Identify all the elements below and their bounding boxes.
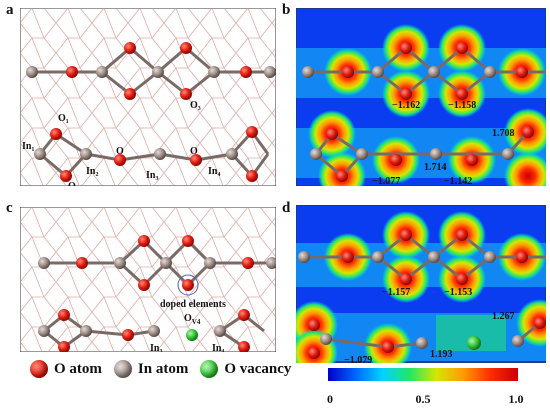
- colorbar: [328, 368, 518, 381]
- in-atom-swatch: [113, 360, 132, 378]
- panel-letter-d: d: [282, 200, 291, 216]
- legend-o-atom: O atom: [30, 360, 102, 378]
- colorbar-tick-mid: 0.5: [415, 392, 431, 406]
- label-doped-elements: doped elements: [160, 299, 226, 310]
- label-o2: O₂: [68, 181, 79, 186]
- label-in3: In₃: [146, 170, 158, 181]
- panel-letter-b: b: [282, 2, 291, 18]
- label-in2: In₂: [86, 166, 98, 177]
- charge-d-4: 1.193: [430, 349, 453, 360]
- legend-o-atom-label: O atom: [54, 360, 102, 377]
- label-c-in3: In₃: [150, 343, 162, 352]
- legend-in-atom-label: In atom: [137, 360, 189, 377]
- colorbar-tick-min: 0: [327, 392, 333, 406]
- panel-d-density: −1.157 −1.153 1.267 1.193 −1.079: [296, 205, 546, 363]
- o-vacancy-swatch: [200, 360, 219, 378]
- charge-b-3: 1.708: [492, 128, 515, 139]
- legend-in-atom: In atom: [113, 360, 189, 378]
- panel-a-structure: O₁ O₃ In₁ In₂ O₂ O In₃ O In₄: [20, 8, 276, 186]
- panel-letter-a: a: [6, 2, 14, 18]
- charge-b-5: −1.077: [372, 176, 400, 186]
- charge-b-6: −1.142: [444, 176, 472, 186]
- charge-d-5: −1.079: [344, 355, 372, 363]
- label-in1: In₁: [22, 141, 34, 152]
- charge-b-1: −1.162: [392, 100, 420, 111]
- label-c-in4: In₄: [212, 343, 224, 352]
- panel-c-structure: doped elements In₃ In₄ OV4: [20, 207, 276, 352]
- charge-d-1: −1.157: [382, 287, 410, 298]
- charge-b-4: 1.714: [424, 162, 447, 173]
- colorbar-tick-max: 1.0: [508, 392, 524, 406]
- o-atom-swatch: [30, 360, 48, 378]
- legend: O atom In atom O vacancy: [30, 360, 291, 378]
- panel-b-density: −1.162 −1.158 1.708 1.714 −1.077 −1.142: [296, 8, 546, 186]
- label-o3: O₃: [190, 100, 201, 111]
- charge-d-3: 1.267: [492, 311, 515, 322]
- label-o-right: O: [190, 146, 198, 157]
- legend-o-vacancy-label: O vacancy: [224, 360, 292, 377]
- label-ov4: OV4: [184, 313, 201, 326]
- charge-d-2: −1.153: [444, 287, 472, 298]
- label-o1: O₁: [58, 113, 69, 124]
- legend-o-vacancy: O vacancy: [200, 360, 291, 378]
- label-o-mid: O: [116, 146, 124, 157]
- label-in4: In₄: [208, 166, 220, 177]
- charge-b-2: −1.158: [448, 100, 476, 111]
- panel-letter-c: c: [6, 200, 13, 216]
